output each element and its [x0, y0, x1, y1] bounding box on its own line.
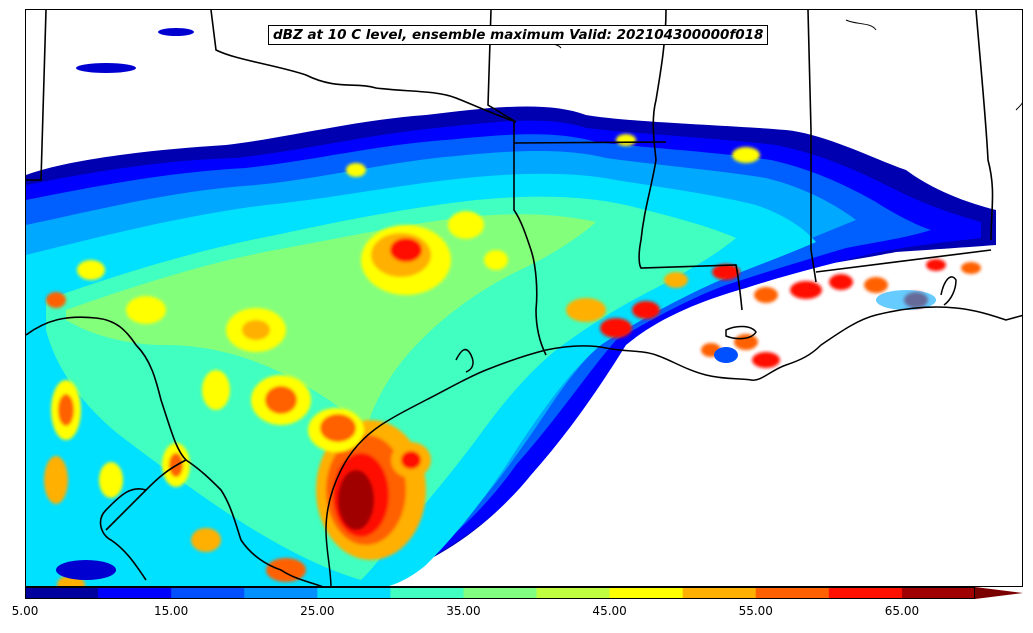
texas-louisiana-border: [513, 122, 547, 356]
colorbar-tick-label: 15.00: [153, 604, 189, 618]
colorbar: [25, 587, 1023, 599]
alabama-georgia-border: [975, 10, 994, 241]
colorbar-segment: [609, 587, 684, 599]
arkansas-louisiana-border: [513, 141, 667, 144]
map-panel: dBZ at 10 C level, ensemble maximum Vali…: [25, 9, 1023, 587]
colorbar-segment: [390, 587, 464, 599]
colorbar-tick-label: 35.00: [446, 604, 481, 618]
colorbar-segment: [25, 587, 99, 599]
reflectivity-cells: [44, 134, 981, 586]
colorbar-segment: [98, 587, 172, 599]
reflectivity-field: [26, 106, 996, 586]
gulf-coast-texas: [325, 345, 657, 586]
colorbar-segment: [536, 587, 611, 599]
colorbar-segment: [755, 587, 830, 599]
colorbar-segment: [828, 587, 903, 599]
colorbar-segment: [171, 587, 245, 599]
tamaulipas-border: [99, 488, 147, 581]
colorbar-segment: [682, 587, 757, 599]
colorbar-segment: [463, 587, 538, 599]
colorbar-tick-label: 45.00: [592, 604, 627, 618]
reflectivity-fringe: [56, 28, 936, 580]
state-borders: [26, 10, 994, 586]
gulf-coast-louisiana: [655, 306, 1022, 381]
colorbar-segment: [317, 587, 391, 599]
colorbar-tick-labels: 5.00 15.00 25.00 35.00 45.00 55.00 65.00: [0, 604, 1033, 624]
red-river: [210, 10, 517, 123]
colorbar-tick-label: 55.00: [738, 604, 773, 618]
colorbar-segment: [244, 587, 318, 599]
texas-oklahoma-border: [26, 10, 47, 181]
colorbar-tick-label: 65.00: [884, 604, 920, 618]
mobile-bay: [940, 276, 957, 306]
colorbar-tick-label: 5.00: [11, 604, 39, 618]
colorbar-outline: [25, 587, 975, 599]
mississippi-alabama-border: [807, 10, 817, 283]
coastline: [325, 276, 1022, 586]
colorbar-segment: [901, 587, 976, 599]
colorbar-extend-arrow: [975, 587, 1023, 599]
radar-map: [26, 10, 1022, 586]
map-title: dBZ at 10 C level, ensemble maximum Vali…: [268, 25, 769, 45]
galveston-bay: [455, 348, 474, 373]
mississippi-river-border: [638, 10, 743, 311]
colorbar-tick-label: 25.00: [300, 604, 335, 618]
lake-pontchartrain: [725, 325, 757, 340]
florida-panhandle-border: [815, 249, 992, 273]
colorbar-segments: [25, 587, 976, 599]
reflectivity-band-35: [66, 214, 596, 430]
